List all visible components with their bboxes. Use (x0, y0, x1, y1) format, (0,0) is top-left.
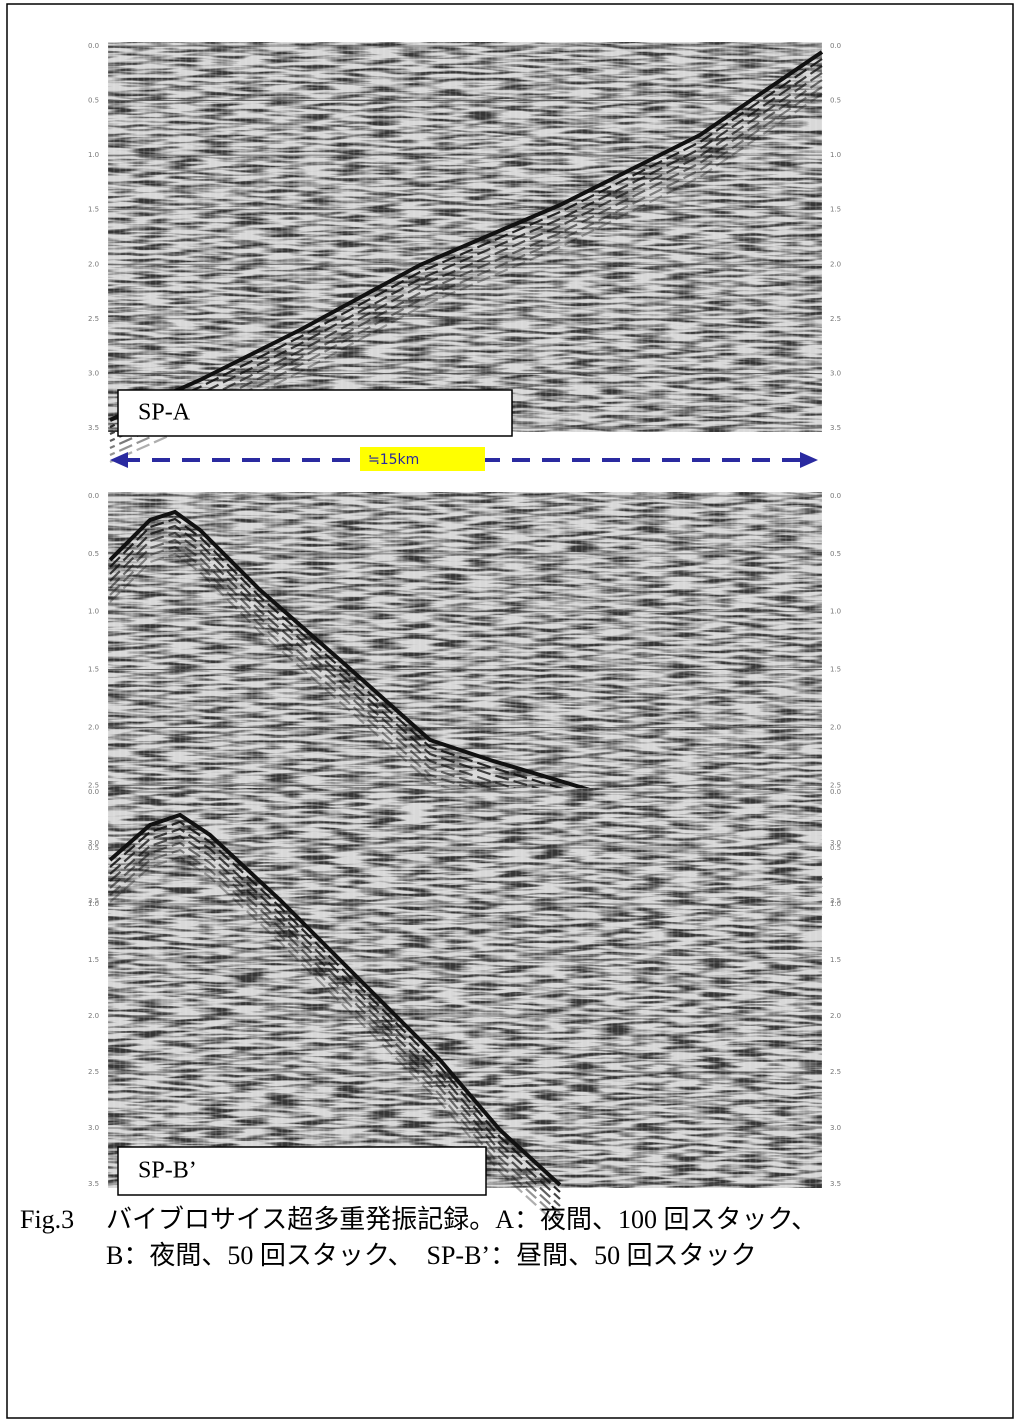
time-tick-label: 3.0 (88, 1124, 99, 1132)
time-tick-label: 2.5 (830, 1068, 841, 1076)
time-tick-label: 1.0 (830, 151, 841, 159)
time-tick-label: 3.0 (88, 369, 99, 377)
time-tick-label: 3.0 (830, 1124, 841, 1132)
time-tick-label: 0.5 (830, 97, 841, 105)
time-tick-label: 0.0 (830, 42, 841, 50)
arrow-head (800, 452, 818, 468)
time-tick-label: 2.5 (830, 315, 841, 323)
time-tick-label: 2.0 (88, 260, 99, 268)
time-tick-label: 2.0 (830, 260, 841, 268)
caption-number: Fig.3 (20, 1205, 74, 1234)
time-tick-label: 0.0 (88, 492, 99, 500)
time-tick-label: 0.5 (88, 97, 99, 105)
time-tick-label: 3.5 (88, 424, 99, 432)
time-tick-label: 0.0 (830, 788, 841, 796)
caption-line: バイブロサイス超多重発振記録。A：夜間、100 回スタック、 (106, 1205, 817, 1234)
time-tick-label: 0.5 (88, 844, 99, 852)
time-tick-label: 2.5 (88, 315, 99, 323)
time-tick-label: 3.5 (830, 424, 841, 432)
panel-label: SP-B’ (138, 1158, 197, 1184)
time-tick-label: 1.5 (830, 956, 841, 964)
caption-line: B：夜間、50 回スタック、 SP-B’：昼間、50 回スタック (106, 1241, 757, 1270)
time-tick-label: 2.0 (830, 723, 841, 731)
time-tick-label: 1.5 (88, 666, 99, 674)
time-tick-label: 2.0 (88, 1012, 99, 1020)
time-tick-label: 1.0 (830, 608, 841, 616)
figure: 0.0 0.0 0.5 0.5 1.0 1.0 1.5 1.5 2.0 2.0 2.5 2.5 3.0 3… (0, 0, 1018, 1423)
time-tick-label: 1.5 (830, 206, 841, 214)
time-tick-label: 1.0 (88, 608, 99, 616)
time-tick-label: 1.5 (830, 666, 841, 674)
time-tick-label: 2.5 (88, 1068, 99, 1076)
time-tick-label: 0.5 (830, 844, 841, 852)
panel-label: SP-A (138, 400, 191, 426)
time-tick-label: 1.0 (830, 900, 841, 908)
time-tick-label: 3.0 (830, 369, 841, 377)
time-tick-label: 2.0 (830, 1012, 841, 1020)
time-tick-label: 3.5 (830, 1180, 841, 1188)
time-tick-label: 1.0 (88, 900, 99, 908)
time-tick-label: 0.0 (88, 788, 99, 796)
time-tick-label: 1.5 (88, 956, 99, 964)
scale-label: ≒15km (368, 452, 419, 468)
time-tick-label: 1.5 (88, 206, 99, 214)
page: 0.0 0.0 0.5 0.5 1.0 1.0 1.5 1.5 2.0 2.0 2.5 2.5 3.0 3… (0, 0, 1018, 1423)
time-tick-label: 1.0 (88, 151, 99, 159)
time-tick-label: 2.0 (88, 723, 99, 731)
time-tick-label: 0.0 (830, 492, 841, 500)
time-tick-label: 0.5 (88, 550, 99, 558)
time-tick-label: 0.0 (88, 42, 99, 50)
time-tick-label: 3.5 (88, 1180, 99, 1188)
time-tick-label: 0.5 (830, 550, 841, 558)
